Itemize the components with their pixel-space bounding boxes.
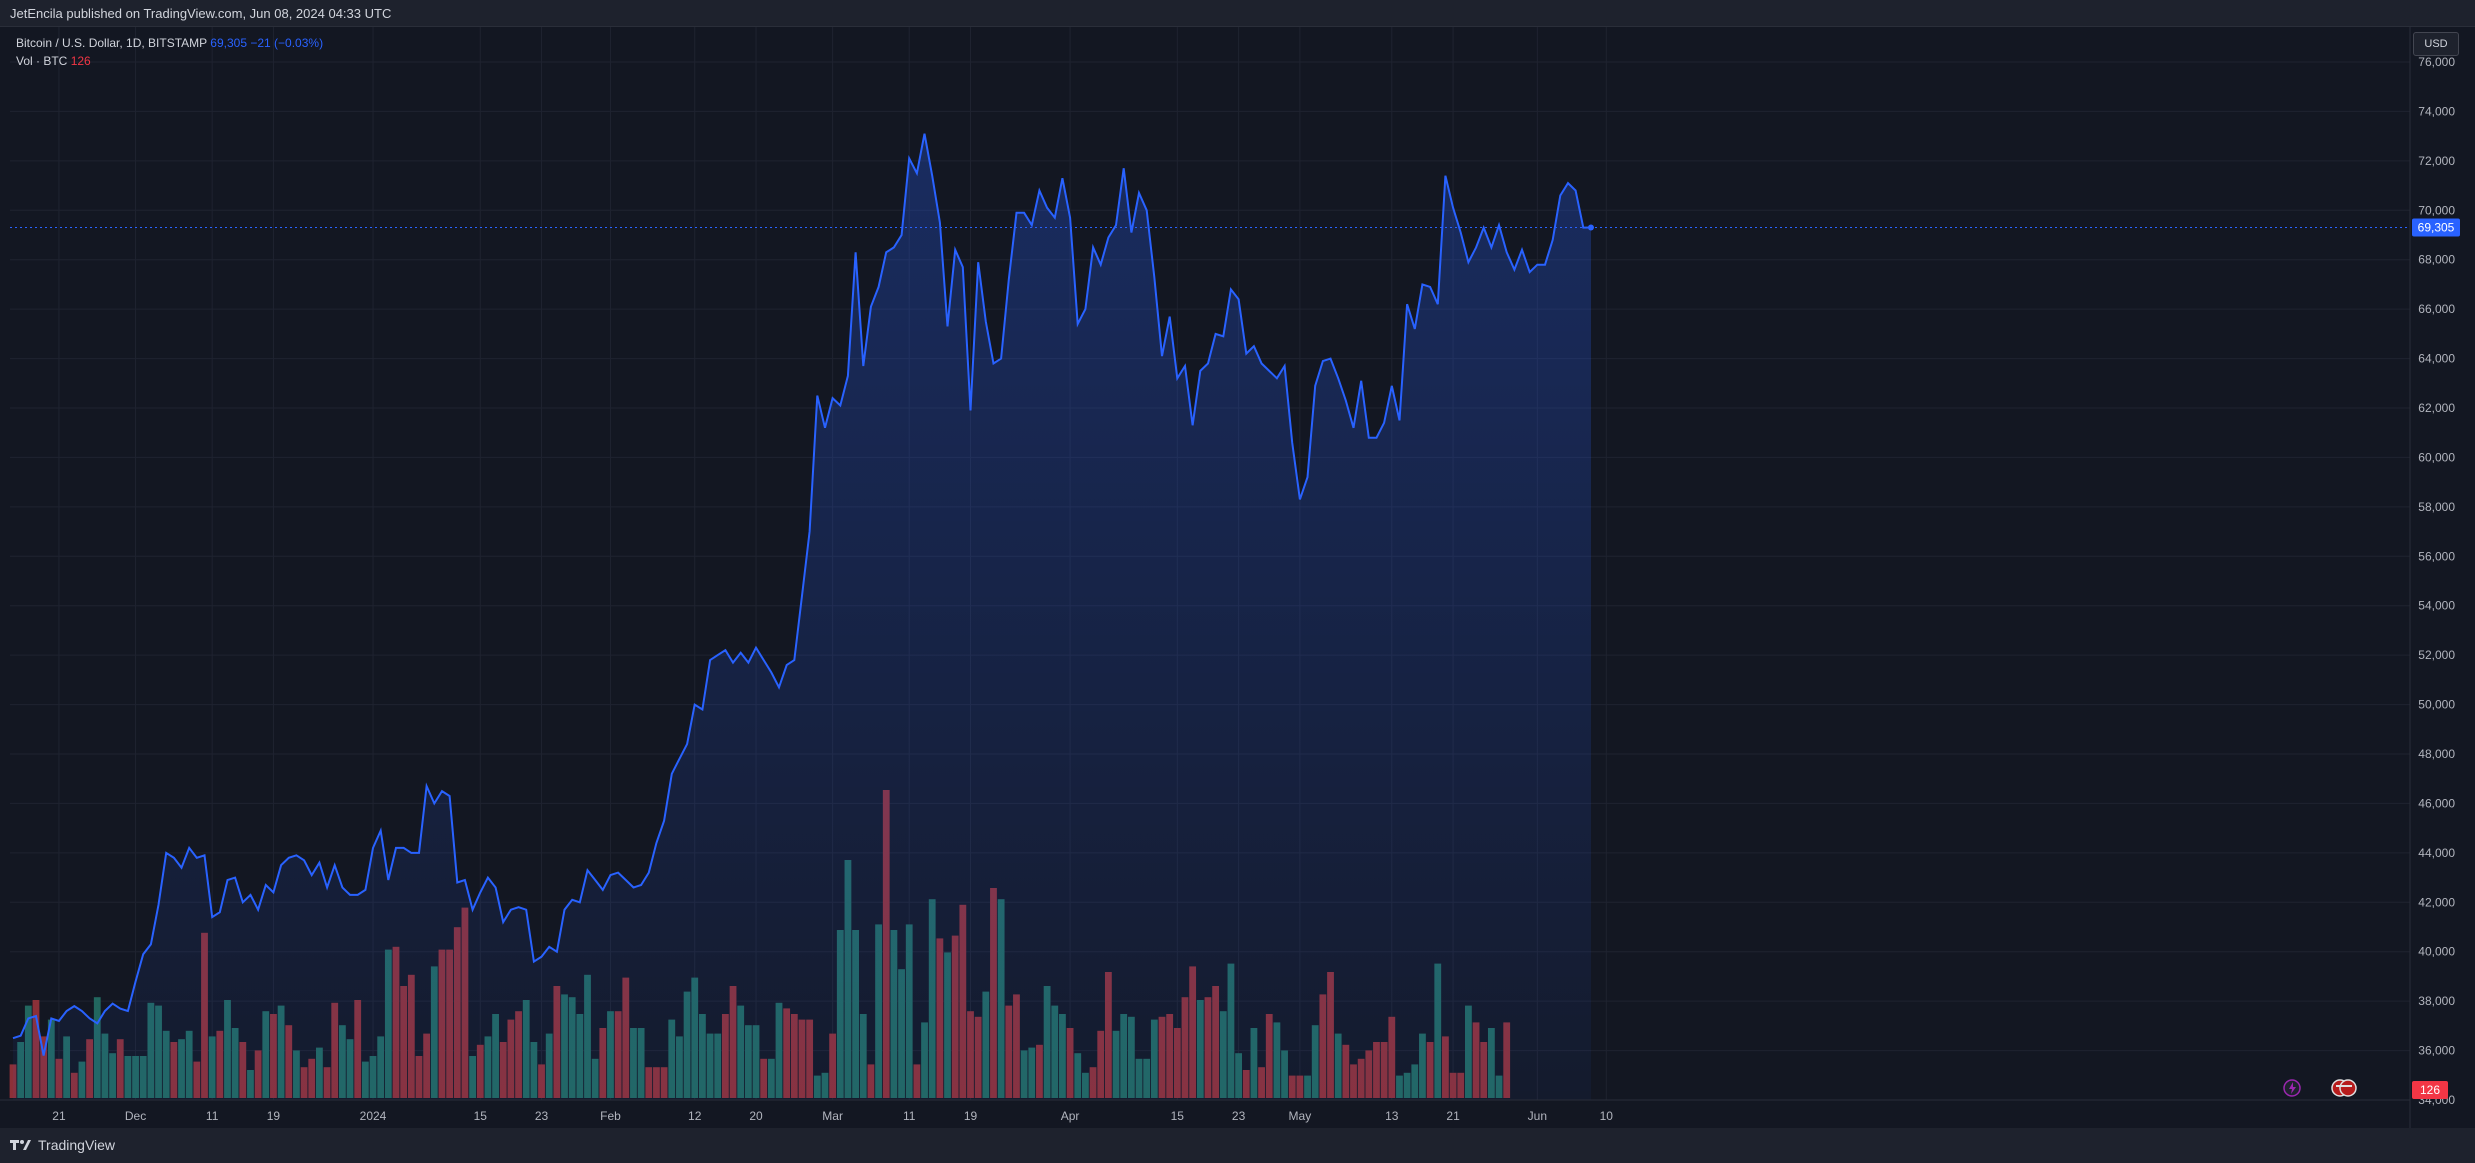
flag-icon-2[interactable] [2339, 1079, 2357, 1097]
x-tick-label: 23 [535, 1109, 549, 1123]
x-tick-label: Jun [1528, 1109, 1547, 1123]
x-tick-label: Dec [125, 1109, 146, 1123]
y-tick-label: 56,000 [2418, 549, 2455, 563]
chart-legend: Bitcoin / U.S. Dollar, 1D, BITSTAMP 69,3… [16, 34, 323, 70]
last-value: 69,305 [210, 36, 247, 50]
x-tick-label: 20 [749, 1109, 763, 1123]
y-tick-label: 52,000 [2418, 648, 2455, 662]
y-tick-label: 66,000 [2418, 302, 2455, 316]
x-tick-label: 2024 [360, 1109, 387, 1123]
x-tick-label: May [1289, 1109, 1312, 1123]
x-tick-label: 19 [267, 1109, 281, 1123]
volume-label[interactable]: Vol · BTC [16, 54, 68, 68]
x-tick-label: 21 [52, 1109, 66, 1123]
y-tick-label: 48,000 [2418, 747, 2455, 761]
brand-name: TradingView [38, 1137, 116, 1153]
last-price-tag-label: 69,305 [2418, 220, 2455, 234]
x-tick-label: Mar [822, 1109, 843, 1123]
y-tick-label: 42,000 [2418, 895, 2455, 909]
y-tick-label: 36,000 [2418, 1044, 2455, 1058]
event-icons[interactable] [2283, 1079, 2357, 1097]
price-line [12, 133, 1592, 1056]
y-tick-label: 70,000 [2418, 203, 2455, 217]
legend-volume-row: Vol · BTC 126 [16, 52, 323, 70]
publish-info: JetEncila published on TradingView.com, … [10, 6, 392, 21]
price-axis[interactable]: 36,000 38,000 40,000 42,000 44,000 46,000 48,0… [2418, 55, 2455, 1107]
x-tick-label: 13 [1385, 1109, 1399, 1123]
x-tick-label: Apr [1061, 1109, 1080, 1123]
x-tick-label: 15 [1171, 1109, 1185, 1123]
y-tick-label: 38,000 [2418, 994, 2455, 1008]
top-bar: JetEncila published on TradingView.com, … [0, 0, 2475, 27]
volume-tag-label: 126 [2420, 1083, 2440, 1097]
volume-value: 126 [70, 54, 91, 68]
bottom-bar: TradingView [0, 1128, 2475, 1163]
y-tick-label: 62,000 [2418, 401, 2455, 415]
x-tick-label: 21 [1446, 1109, 1460, 1123]
axis-tags: 69,305 126 [2412, 218, 2460, 1099]
last-price-dot [1587, 224, 1594, 231]
y-tick-label: 58,000 [2418, 500, 2455, 514]
currency-button[interactable]: USD [2413, 32, 2459, 56]
y-tick-label: 64,000 [2418, 352, 2455, 366]
tradingview-logo-icon [10, 1140, 31, 1150]
symbol-name[interactable]: Bitcoin / U.S. Dollar, 1D, BITSTAMP [16, 36, 207, 50]
x-tick-label: 11 [903, 1109, 916, 1123]
last-price-tag [2412, 218, 2460, 237]
x-tick-label: 15 [474, 1109, 488, 1123]
y-tick-label: 40,000 [2418, 945, 2455, 959]
x-tick-label: 11 [206, 1109, 219, 1123]
y-tick-label: 44,000 [2418, 846, 2455, 860]
x-tick-label: 19 [964, 1109, 978, 1123]
y-tick-label: 76,000 [2418, 55, 2455, 69]
y-tick-label: 54,000 [2418, 599, 2455, 613]
legend-symbol-row: Bitcoin / U.S. Dollar, 1D, BITSTAMP 69,3… [16, 34, 323, 52]
y-tick-label: 50,000 [2418, 698, 2455, 712]
x-tick-label: 12 [688, 1109, 702, 1123]
tradingview-brand[interactable]: TradingView [10, 1137, 115, 1153]
x-tick-label: Feb [600, 1109, 621, 1123]
y-tick-label: 72,000 [2418, 154, 2455, 168]
price-chart[interactable]: 36,000 38,000 40,000 42,000 44,000 46,000 48,0… [0, 0, 2475, 1128]
price-area [13, 133, 1591, 1100]
x-tick-label: 10 [1600, 1109, 1614, 1123]
y-tick-label: 46,000 [2418, 796, 2455, 810]
y-tick-label: 60,000 [2418, 450, 2455, 464]
lightning-glyph-icon [2289, 1082, 2296, 1094]
flag-stripe-icon [2336, 1085, 2352, 1087]
y-tick-label: 74,000 [2418, 104, 2455, 118]
time-axis[interactable]: 21 Dec 11 19 2024 15 23 Feb 12 20 Mar 11 19 Apr 15 23 Ma… [52, 1109, 1613, 1123]
change-value: −21 (−0.03%) [250, 36, 324, 50]
volume-tag [2412, 1081, 2448, 1099]
y-tick-label: 68,000 [2418, 253, 2455, 267]
x-tick-label: 23 [1232, 1109, 1246, 1123]
